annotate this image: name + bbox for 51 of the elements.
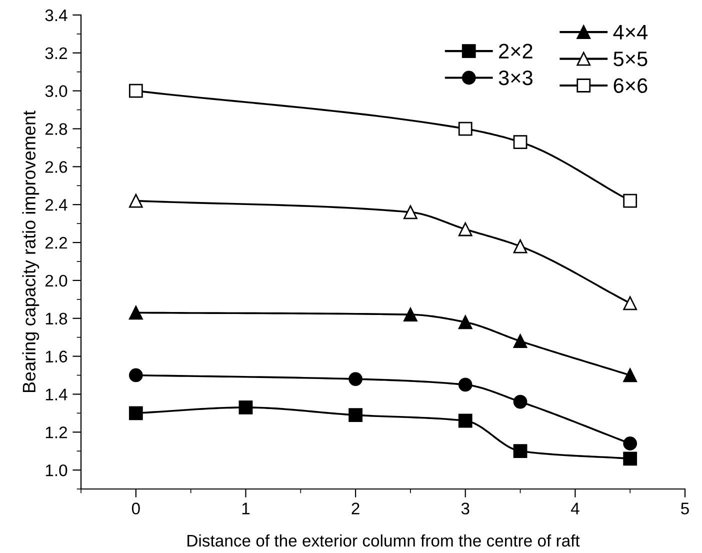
x-tick-label: 5 xyxy=(681,502,689,514)
legend-label: 6×6 xyxy=(614,78,648,93)
point xyxy=(348,372,362,386)
point xyxy=(513,239,528,254)
point xyxy=(404,308,418,322)
x-axis-title: Distance of the exterior column from the centre of raft xyxy=(188,534,580,547)
y-tick-label: 1.8 xyxy=(46,312,68,325)
y-tick-label: 2.4 xyxy=(45,199,68,211)
point xyxy=(623,296,638,310)
point xyxy=(128,306,143,320)
y-tick-label: 1.0 xyxy=(46,464,68,476)
x-tick-label: 0 xyxy=(132,502,140,514)
x-tick-label: 3 xyxy=(461,502,470,514)
y-tick-label: 1.6 xyxy=(46,350,68,362)
point xyxy=(623,452,638,466)
point xyxy=(404,205,418,220)
point xyxy=(458,122,472,136)
point xyxy=(623,436,638,450)
point xyxy=(458,378,472,392)
point xyxy=(623,368,638,382)
y-tick-label: 3.0 xyxy=(45,85,68,98)
y-tick-label: 1.2 xyxy=(46,426,67,438)
point xyxy=(128,406,143,420)
point xyxy=(623,194,638,208)
x-tick-label: 4 xyxy=(570,502,580,514)
y-tick-label: 3.4 xyxy=(45,9,68,22)
point xyxy=(458,414,472,428)
x-tick-label: 1 xyxy=(242,502,250,514)
x-tick-label: 2 xyxy=(352,502,360,514)
y-tick-label: 2.8 xyxy=(45,123,68,135)
y-tick-label: 2.0 xyxy=(45,274,68,287)
point xyxy=(348,408,362,422)
legend-label: 5×5 xyxy=(614,52,648,66)
point xyxy=(128,194,143,208)
point xyxy=(128,84,143,98)
point xyxy=(513,334,528,348)
point xyxy=(513,135,528,149)
point xyxy=(513,394,528,409)
point xyxy=(238,400,253,414)
y-tick-label: 1.4 xyxy=(46,388,68,400)
y-tick-label: 3.2 xyxy=(45,47,67,60)
point xyxy=(458,222,472,236)
legend-label: 3×3 xyxy=(498,70,532,86)
y-tick-label: 2.2 xyxy=(45,236,67,249)
y-tick-label: 2.6 xyxy=(45,161,68,173)
y-axis-title: Bearing capacity ratio improvement xyxy=(22,110,40,392)
point xyxy=(128,368,143,382)
legend-label: 4×4 xyxy=(613,25,648,40)
point xyxy=(458,315,472,330)
point xyxy=(513,444,528,458)
legend-label: 2×2 xyxy=(499,44,532,58)
